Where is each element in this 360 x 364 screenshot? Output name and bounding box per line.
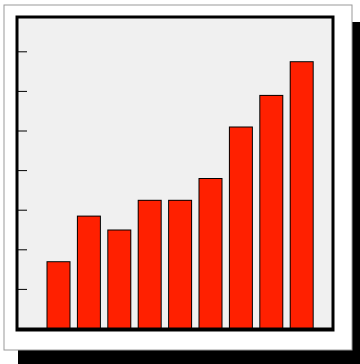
bar-7	[228, 126, 253, 330]
bar-4	[137, 199, 162, 330]
bar-3	[107, 229, 132, 330]
bar-6	[198, 178, 223, 330]
bar-8	[259, 94, 284, 330]
y-axis-ticks	[17, 51, 27, 290]
bar-2	[76, 215, 101, 330]
bar-1	[46, 261, 71, 330]
bar-9	[289, 61, 314, 330]
bars	[46, 61, 314, 330]
bar-5	[168, 199, 193, 330]
